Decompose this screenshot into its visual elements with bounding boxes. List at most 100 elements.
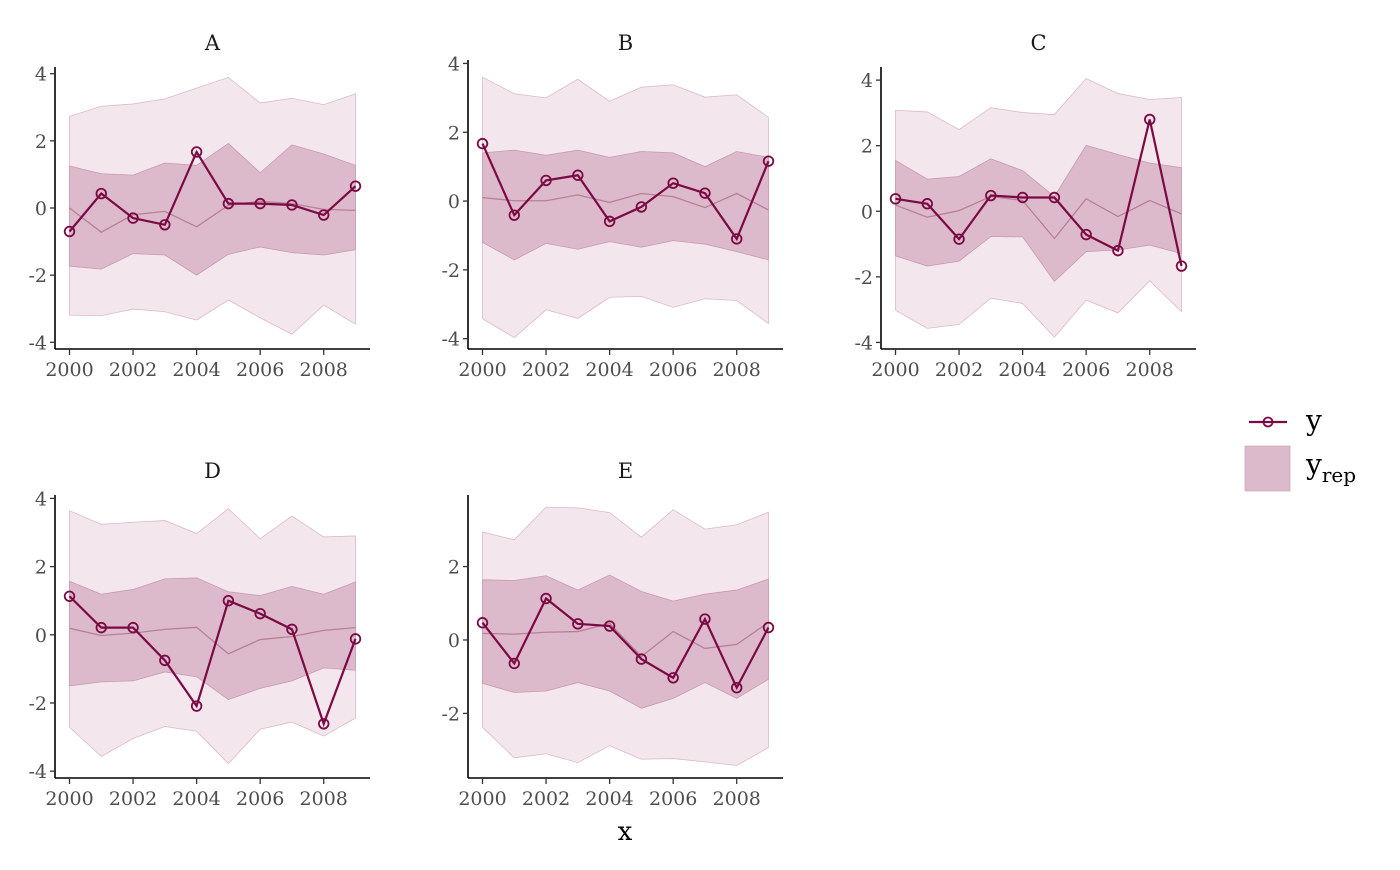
legend-y-label: y [1305, 404, 1322, 437]
panel-b: 4 2 0 -2 -4 2000 2002 2004 2006 2008 B [441, 31, 783, 381]
observed-y-line [481, 143, 770, 242]
median-line [69, 626, 356, 655]
observed-y-line [895, 119, 1183, 267]
y-tick-label: 2 [35, 557, 47, 579]
observed-y-point [1175, 260, 1188, 272]
x-tick-label: 2004 [585, 788, 633, 810]
y-tick-label: -4 [28, 332, 47, 354]
observed-y-point [921, 198, 933, 210]
observed-y-line [68, 595, 357, 728]
panel-a: 4 2 0 -2 -4 2000 2002 2004 2006 2008 A [28, 31, 370, 381]
panel-title: D [204, 459, 221, 483]
x-tick-label: 2008 [300, 788, 348, 810]
observed-y-point [699, 187, 711, 199]
observed-y-point [540, 592, 552, 605]
observed-y-point [1048, 191, 1061, 204]
y-tick-label: 4 [35, 64, 47, 86]
observed-y-point [508, 209, 520, 221]
observed-y-point [1016, 191, 1029, 204]
observed-y-point [667, 672, 679, 684]
observed-y-point [953, 233, 965, 245]
panel-title: B [618, 31, 633, 55]
observed-y-point [159, 219, 171, 231]
y-tick-label: 0 [35, 625, 47, 647]
x-tick-label: 2006 [236, 359, 284, 381]
observed-y-point [572, 618, 584, 630]
x-tick-label: 2002 [522, 788, 570, 810]
legend-y-marker [1262, 416, 1274, 428]
x-tick-label: 2000 [458, 788, 506, 810]
median-line [69, 200, 356, 233]
x-tick-label: 2000 [458, 359, 506, 381]
observed-y-point [476, 137, 489, 150]
observed-y-point [1144, 113, 1156, 126]
observed-y-point [254, 197, 266, 210]
y-tick-label: 4 [448, 53, 460, 75]
observed-y-point [508, 657, 520, 670]
observed-y-point [95, 621, 107, 634]
inner-interval-ribbon [69, 143, 356, 276]
x-tick-label: 2008 [713, 359, 761, 381]
legend-yrep-main: y [1305, 448, 1322, 481]
observed-y-point [286, 623, 298, 636]
panel-c: 4 2 0 -2 -4 2000 2002 2004 2006 2008 C [854, 31, 1196, 381]
x-tick-label: 2004 [998, 359, 1046, 381]
observed-y-point [635, 201, 648, 213]
observed-y-point [667, 177, 679, 189]
x-axis-label: x [618, 817, 633, 847]
x-tick-label: 2002 [522, 359, 570, 381]
x-tick-label: 2008 [300, 359, 348, 381]
observed-y-point [159, 654, 171, 667]
y-tick-label: 0 [448, 630, 460, 652]
observed-y-point [762, 155, 775, 167]
observed-y-point [222, 197, 235, 210]
panel-title: C [1030, 31, 1046, 55]
x-tick-label: 2000 [45, 788, 93, 810]
y-tick-label: 4 [861, 70, 873, 92]
observed-y-point [63, 225, 76, 238]
observed-y-point [127, 621, 139, 634]
observed-y-point [1112, 244, 1124, 257]
inner-interval-ribbon [482, 149, 769, 261]
median-line [482, 192, 769, 211]
panel-e: 2 0 -2 2000 2002 2004 2006 2008 E [441, 459, 783, 810]
observed-y-point [540, 174, 552, 187]
x-tick-label: 2008 [713, 788, 761, 810]
x-tick-label: 2002 [935, 359, 983, 381]
x-tick-label: 2004 [172, 359, 220, 381]
legend-yrep-sub: rep [1322, 463, 1356, 487]
observed-y-point [222, 594, 235, 607]
y-tick-label: 2 [448, 557, 460, 579]
observed-y-point [318, 209, 330, 221]
y-tick-label: -4 [28, 761, 47, 783]
y-tick-label: -2 [441, 703, 460, 725]
x-tick-label: 2006 [236, 788, 284, 810]
observed-y-point [286, 199, 298, 211]
observed-y-point [985, 189, 997, 202]
y-tick-label: 2 [861, 136, 873, 158]
legend-yrep-swatch [1244, 445, 1291, 492]
x-tick-label: 2002 [109, 788, 157, 810]
legend-yrep-label: yrep [1305, 448, 1356, 487]
observed-y-point [572, 169, 584, 181]
observed-y-point [1080, 228, 1092, 241]
x-tick-label: 2000 [45, 359, 93, 381]
observed-y-point [127, 212, 139, 224]
y-tick-label: -2 [854, 267, 873, 289]
observed-y-point [635, 653, 648, 665]
x-tick-label: 2002 [109, 359, 157, 381]
panel-title: A [204, 31, 221, 55]
y-tick-label: 0 [35, 198, 47, 220]
legend: y yrep [1244, 404, 1356, 492]
inner-interval-ribbon [69, 577, 356, 701]
x-tick-label: 2006 [649, 359, 697, 381]
observed-y-point [63, 590, 76, 602]
observed-y-point [349, 633, 362, 645]
observed-y-point [254, 607, 266, 620]
y-tick-label: -4 [441, 329, 460, 351]
panel-d: 4 2 0 -2 -4 2000 2002 2004 2006 2008 D [28, 459, 370, 810]
median-line [895, 195, 1182, 240]
observed-y-point [476, 617, 489, 629]
x-tick-label: 2000 [871, 359, 919, 381]
